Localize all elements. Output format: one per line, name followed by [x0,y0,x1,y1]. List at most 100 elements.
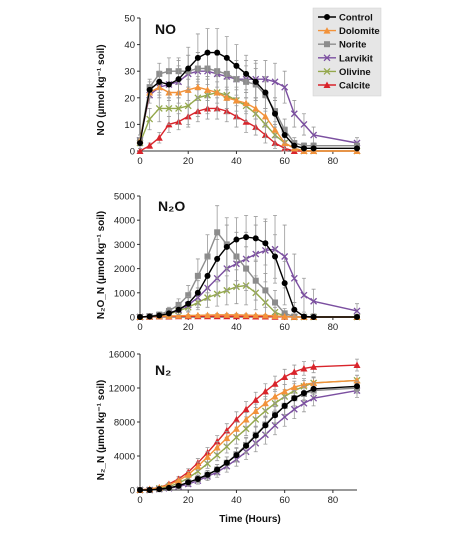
data-point-control [291,142,298,149]
data-point-dolomite [242,415,250,423]
data-point-control [252,78,259,85]
series-line-dolomite [139,86,357,152]
data-point-dolomite [194,83,202,91]
data-point-norite [204,253,211,260]
data-point-control [223,243,230,250]
data-point-norite [194,272,201,279]
series-line-calcite [139,364,358,491]
data-point-control [223,54,230,61]
y-tick-label: 40 [124,40,135,51]
data-point-control [243,442,250,449]
panel-n2o: N₂O N₂O_N (µmol kg⁻¹ soil) 0 1000 2000 3000… [96,192,361,333]
x-tick-label: 20 [183,495,194,506]
data-point-dolomite [232,311,240,318]
data-point-dolomite [271,126,279,133]
data-point-control [281,132,288,139]
data-point-dolomite [281,313,289,320]
x-axis-label: Time (Hours) [219,514,281,525]
data-point-larvikit [281,83,289,91]
data-point-dolomite [242,99,250,107]
data-point-control [194,289,201,296]
data-point-dolomite [271,393,279,400]
data-point-olivine [175,104,183,112]
data-point-dolomite [213,88,221,96]
legend-label-dolomite: Dolomite [339,26,380,37]
y-tick-label: 4000 [114,216,135,227]
data-point-control [214,255,221,262]
data-point-dolomite [252,104,260,112]
x-tick-label: 80 [328,495,339,506]
series-norite [137,382,360,493]
data-point-larvikit [281,253,289,260]
legend-box [312,7,382,97]
data-point-dolomite [223,434,231,442]
data-point-control [156,486,163,493]
y-tick-label: 4000 [114,452,135,463]
y-tick-label: 1000 [114,288,135,299]
legend-item-norite: Norite [318,40,366,51]
data-point-larvikit [290,274,298,282]
x-tick-label: 20 [183,156,194,167]
data-point-control [272,110,279,117]
series-control [137,380,360,493]
y-axis-label-n2: N₂_N (µmol kg⁻¹ soil) [96,380,107,481]
y-tick-label: 0 [130,147,135,158]
data-point-control [243,70,250,77]
data-point-control [291,306,298,313]
data-point-larvikit [290,110,298,118]
data-point-calcite [136,147,144,154]
data-point-olivine [146,115,154,123]
series-control [137,28,360,152]
data-point-dolomite [213,444,221,451]
data-point-calcite [261,387,269,395]
data-point-dolomite [232,425,240,432]
data-point-control [291,395,298,402]
data-point-dolomite [271,312,279,320]
data-point-control [146,313,153,320]
data-point-control [194,475,201,482]
data-point-larvikit [281,413,289,421]
data-point-control [354,145,360,152]
data-point-dolomite [353,376,361,384]
data-point-olivine [261,407,269,415]
legend-item-control: Control [318,13,373,24]
data-point-control [156,78,163,85]
data-point-control [214,466,221,473]
legend: Control Dolomite Norite Larvikit Olivine Calc… [312,7,382,97]
data-point-dolomite [213,311,221,318]
data-point-control [165,484,172,491]
legend-item-calcite: Calcite [318,81,370,92]
panel-title-n2o: N₂O [158,198,185,214]
series-olivine [136,374,361,494]
series-line-calcite [139,107,357,152]
data-point-control [300,145,307,152]
data-point-control [204,471,211,478]
data-point-control [272,253,279,260]
data-point-dolomite [194,311,202,319]
data-point-control [204,272,211,279]
x-tick-label: 60 [279,156,290,167]
data-point-dolomite [261,312,269,319]
data-point-control [204,49,211,56]
data-point-calcite [242,405,250,413]
data-point-control [233,236,240,243]
data-point-dolomite [223,311,231,318]
x-tick-label: 60 [279,495,290,506]
data-point-calcite [155,134,163,141]
data-point-larvikit [300,291,308,299]
series-line-olivine [139,91,357,152]
data-point-dolomite [194,462,202,470]
data-point-control [300,390,307,397]
data-point-calcite [252,396,260,403]
y-tick-label: 10 [124,120,135,131]
x-tick-label: 40 [231,156,242,167]
data-point-calcite [281,373,289,380]
data-point-control [185,65,192,72]
data-point-dolomite [281,387,289,395]
data-point-control [233,452,240,459]
data-point-control [281,402,288,409]
data-point-olivine [184,102,192,110]
data-point-larvikit [290,405,298,413]
data-point-control [185,479,192,486]
y-tick-label: 2000 [114,264,135,275]
